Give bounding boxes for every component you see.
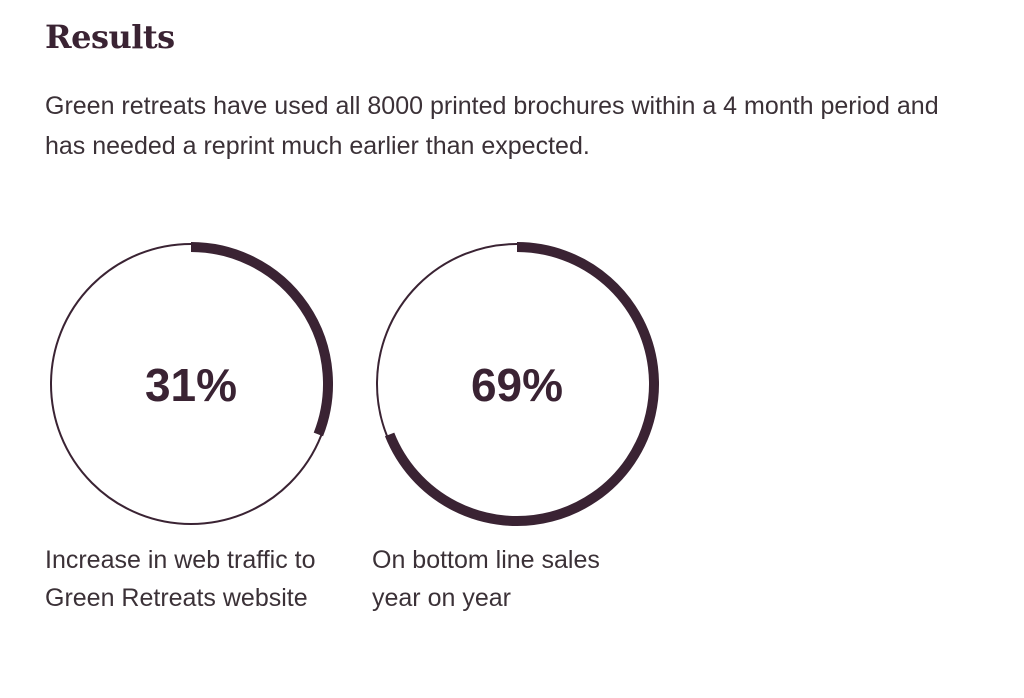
- intro-text: Green retreats have used all 8000 printe…: [45, 92, 939, 160]
- title: Results: [45, 18, 175, 56]
- stat-rings: 31% 69%: [50, 242, 659, 526]
- stat-caption: Increase in web traffic to Green Retreat…: [45, 546, 316, 612]
- stat-value: 31%: [145, 359, 237, 411]
- progress-arc: [190, 242, 333, 437]
- progress-arc: [384, 242, 659, 526]
- stat-value: 69%: [471, 359, 563, 411]
- stat-caption: On bottom line sales year on year: [372, 546, 600, 612]
